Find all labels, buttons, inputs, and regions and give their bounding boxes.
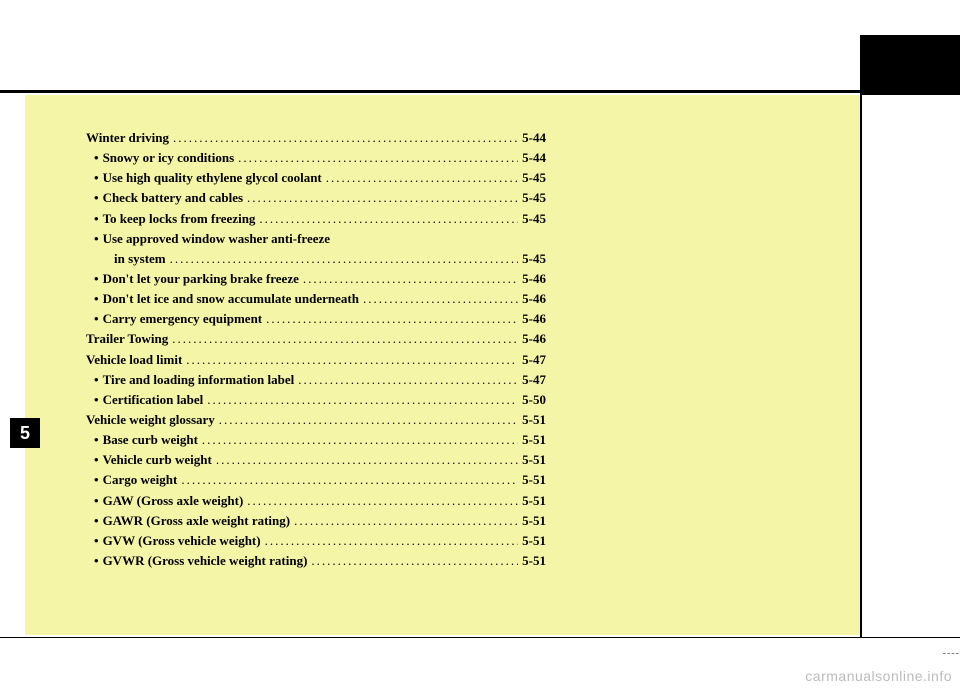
toc-line: • Vehicle curb weight 5-51 — [86, 450, 546, 470]
toc-line: Vehicle weight glossary 5-51 — [86, 410, 546, 430]
toc-line: • Use high quality ethylene glycol coola… — [86, 168, 546, 188]
toc-line: • Cargo weight 5-51 — [86, 470, 546, 490]
toc-line: • GAW (Gross axle weight) 5-51 — [86, 491, 546, 511]
toc-line: • Don't let your parking brake freeze 5-… — [86, 269, 546, 289]
right-border — [860, 95, 862, 638]
toc-line: • GAWR (Gross axle weight rating) 5-51 — [86, 511, 546, 531]
table-of-contents: Winter driving 5-44• Snowy or icy condit… — [86, 128, 546, 571]
toc-line: • To keep locks from freezing 5-45 — [86, 209, 546, 229]
toc-line: Trailer Towing 5-46 — [86, 329, 546, 349]
toc-line: • Check battery and cables 5-45 — [86, 188, 546, 208]
toc-line: • Base curb weight 5-51 — [86, 430, 546, 450]
toc-line: • Snowy or icy conditions 5-44 — [86, 148, 546, 168]
dashes: ---- — [943, 648, 960, 659]
toc-line: Vehicle load limit 5-47 — [86, 350, 546, 370]
corner-block — [860, 35, 960, 95]
toc-line: • Carry emergency equipment 5-46 — [86, 309, 546, 329]
bottom-rule — [0, 637, 960, 638]
toc-line: • Don't let ice and snow accumulate unde… — [86, 289, 546, 309]
watermark: carmanualsonline.info — [805, 668, 952, 684]
toc-line: Winter driving 5-44 — [86, 128, 546, 148]
toc-line: • Certification label 5-50 — [86, 390, 546, 410]
toc-line: • GVWR (Gross vehicle weight rating) 5-5… — [86, 551, 546, 571]
toc-line: • Use approved window washer anti-freeze — [86, 229, 546, 249]
toc-line: in system 5-45 — [86, 249, 546, 269]
toc-line: • GVW (Gross vehicle weight) 5-51 — [86, 531, 546, 551]
chapter-tab: 5 — [10, 418, 40, 448]
toc-line: • Tire and loading information label 5-4… — [86, 370, 546, 390]
top-rules — [0, 90, 860, 93]
